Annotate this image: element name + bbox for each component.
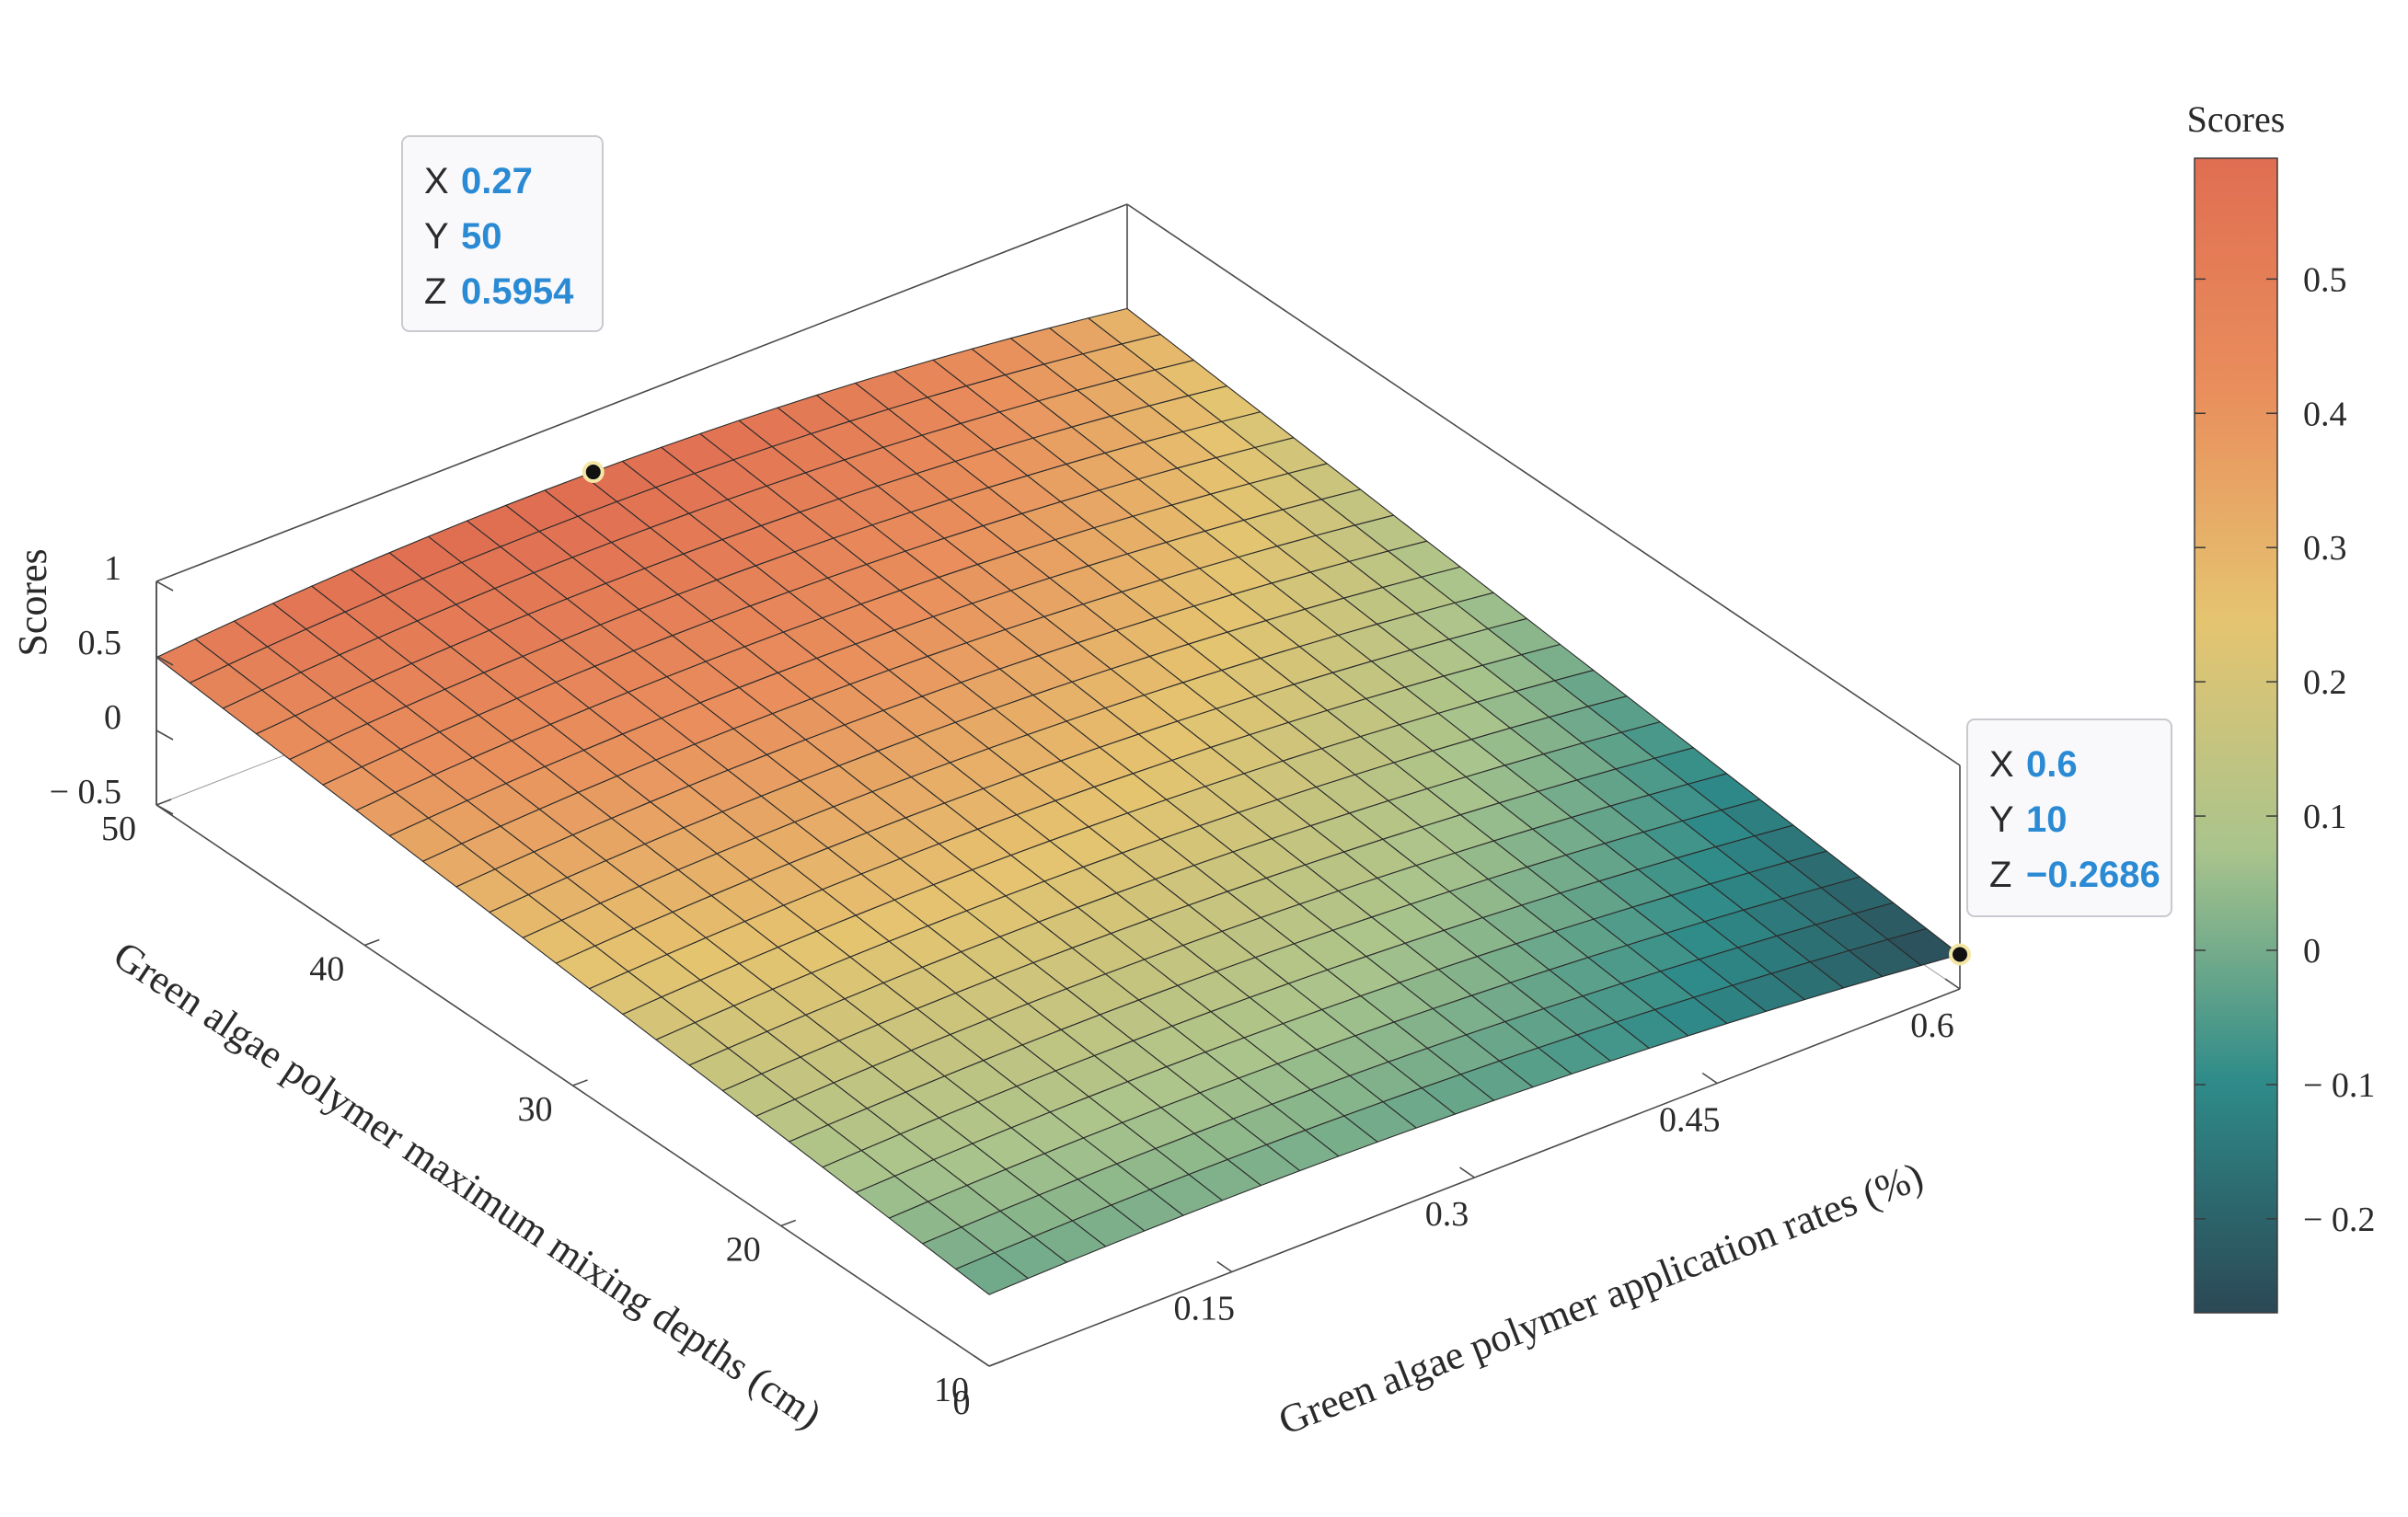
datatip-marker <box>582 461 605 484</box>
datatip-x-value: 0.6 <box>2026 744 2078 785</box>
x-tick-mark <box>1459 1166 1475 1178</box>
datatip-marker <box>1949 943 1971 966</box>
z-tick-label: − 0.5 <box>50 773 121 811</box>
z-tick-label: 0.5 <box>78 624 122 662</box>
x-tick-mark <box>1701 1072 1718 1085</box>
x-tick-label: 0.45 <box>1659 1101 1721 1140</box>
x-tick-mark <box>1216 1260 1233 1273</box>
z-tick-label: 0 <box>104 698 121 737</box>
datatip-x-value: 0.27 <box>461 161 533 201</box>
datatip-z-label: Z <box>424 271 446 312</box>
datatip-z-value: −0.2686 <box>2026 855 2160 895</box>
colorbar-tick-label: 0.3 <box>2303 529 2347 568</box>
datatip: X 0.6 Y 10 Z −0.2686 <box>1949 718 2172 966</box>
x-tick-mark <box>974 1355 990 1367</box>
y-tick-label: 50 <box>101 810 136 848</box>
z-tick-mark <box>156 655 174 666</box>
surface-mesh <box>156 307 1961 1295</box>
colorbar-tick-label: 0.4 <box>2303 395 2347 433</box>
colorbar-title: Scores <box>2187 98 2286 140</box>
datatip-y-label: Y <box>1989 799 2014 840</box>
datatip-y-value: 10 <box>2026 799 2068 840</box>
y-tick-mark <box>988 1360 1005 1367</box>
datatip-z-label: Z <box>1989 855 2011 895</box>
top-right-edge <box>1126 203 1961 766</box>
datatip-y-value: 50 <box>461 216 502 257</box>
datatip-x-label: X <box>424 161 449 201</box>
y-tick-label: 10 <box>934 1371 969 1409</box>
colorbar-rect <box>2194 157 2278 1314</box>
datatip-box <box>401 135 604 332</box>
datatip-x-label: X <box>1989 744 2014 785</box>
x-axis-label: Green algae polymer application rates (%… <box>1273 1154 1930 1444</box>
x-tick-label: 0.15 <box>1174 1290 1236 1328</box>
colorbar-tick-label: 0.1 <box>2303 798 2347 836</box>
y-tick-label: 20 <box>726 1231 761 1270</box>
colorbar-tick-label: − 0.2 <box>2303 1201 2375 1239</box>
datatip: X 0.27 Y 50 Z 0.5954 <box>401 135 605 484</box>
x-tick-label: 0.6 <box>1910 1006 1954 1045</box>
y-tick-mark <box>572 1079 588 1086</box>
z-axis-label: Scores <box>10 548 55 656</box>
x-tick-label: 0 <box>953 1384 971 1422</box>
x-tick-mark <box>1944 978 1961 990</box>
z-tick-mark <box>156 804 174 815</box>
colorbar-tick-label: 0.2 <box>2303 663 2347 702</box>
surface-cell <box>955 1252 1029 1295</box>
y-tick-label: 40 <box>309 950 344 989</box>
datatip-z-value: 0.5954 <box>461 271 574 312</box>
datatip-y-label: Y <box>424 216 449 257</box>
z-tick-label: 1 <box>104 549 121 588</box>
colorbar-tick-label: − 0.1 <box>2303 1066 2375 1105</box>
z-tick-mark <box>156 730 174 741</box>
colorbar-tick-label: 0 <box>2303 932 2321 971</box>
y-tick-mark <box>780 1219 797 1227</box>
y-tick-label: 30 <box>518 1090 553 1129</box>
y-tick-mark <box>156 799 172 806</box>
y-tick-mark <box>363 938 380 947</box>
top-back-edge <box>156 203 1128 582</box>
datatip-box <box>1966 718 2172 917</box>
z-tick-mark <box>156 580 174 592</box>
colorbar-tick-label: 0.5 <box>2303 260 2347 299</box>
x-tick-label: 0.3 <box>1425 1195 1469 1234</box>
